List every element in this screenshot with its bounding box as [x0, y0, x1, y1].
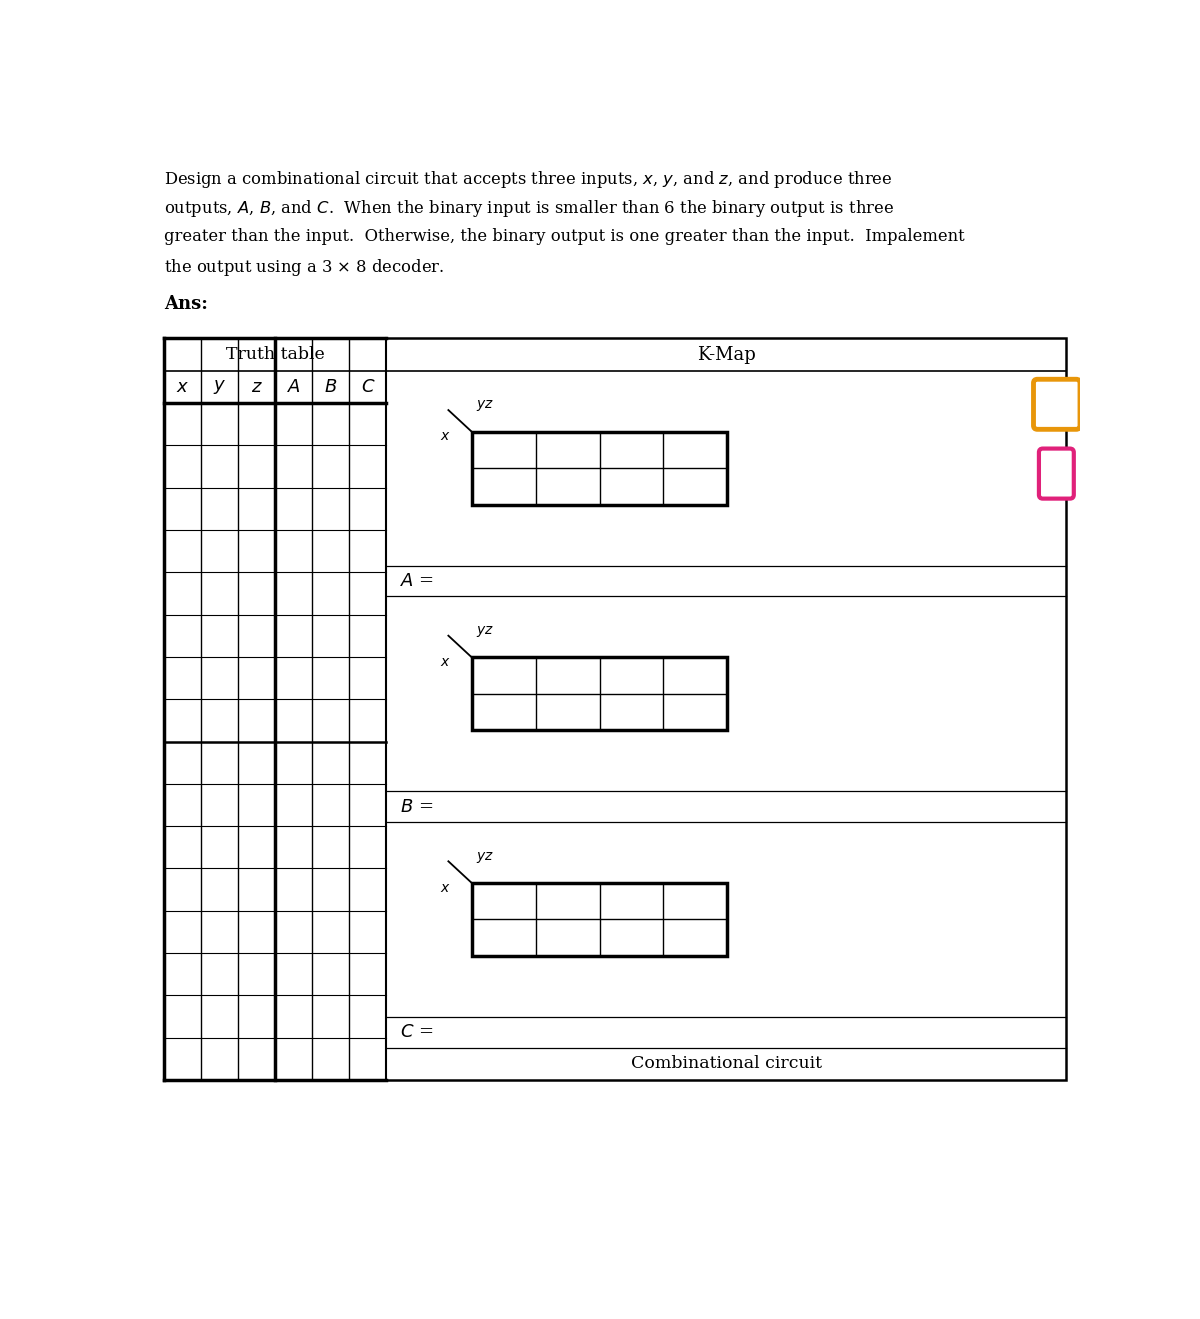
Text: $x$: $x$: [440, 430, 451, 443]
FancyBboxPatch shape: [1033, 380, 1080, 429]
Text: Ans:: Ans:: [164, 294, 208, 313]
Text: $x$: $x$: [176, 379, 190, 396]
Text: $yz$: $yz$: [475, 849, 493, 864]
Bar: [164, 339, 1066, 1080]
Text: $B$ =: $B$ =: [401, 798, 433, 815]
Text: $yz$: $yz$: [475, 398, 493, 413]
Text: $A$ =: $A$ =: [401, 572, 434, 590]
Text: Design a combinational circuit that accepts three inputs, $x$, $y$, and $z$, and: Design a combinational circuit that acce…: [164, 169, 893, 190]
Bar: [472, 431, 727, 505]
Text: $C$ =: $C$ =: [401, 1024, 433, 1041]
Text: $C$: $C$: [360, 379, 376, 396]
Text: K-Map: K-Map: [697, 346, 756, 364]
Text: $z$: $z$: [251, 379, 263, 396]
Text: Truth table: Truth table: [226, 346, 324, 363]
Text: greater than the input.  Otherwise, the binary output is one greater than the in: greater than the input. Otherwise, the b…: [164, 228, 965, 244]
FancyBboxPatch shape: [1039, 448, 1074, 499]
Bar: [472, 657, 727, 731]
Text: the output using a 3 $\times$ 8 decoder.: the output using a 3 $\times$ 8 decoder.: [164, 257, 444, 278]
Text: $yz$: $yz$: [475, 624, 493, 638]
Bar: [472, 882, 727, 956]
Text: $B$: $B$: [324, 379, 337, 396]
Text: Combinational circuit: Combinational circuit: [631, 1055, 822, 1072]
Text: $x$: $x$: [440, 656, 451, 669]
Text: $A$: $A$: [287, 379, 301, 396]
Text: outputs, $A$, $B$, and $C$.  When the binary input is smaller than 6 the binary : outputs, $A$, $B$, and $C$. When the bin…: [164, 198, 894, 219]
Text: $x$: $x$: [440, 881, 451, 894]
Text: $y$: $y$: [212, 379, 227, 396]
